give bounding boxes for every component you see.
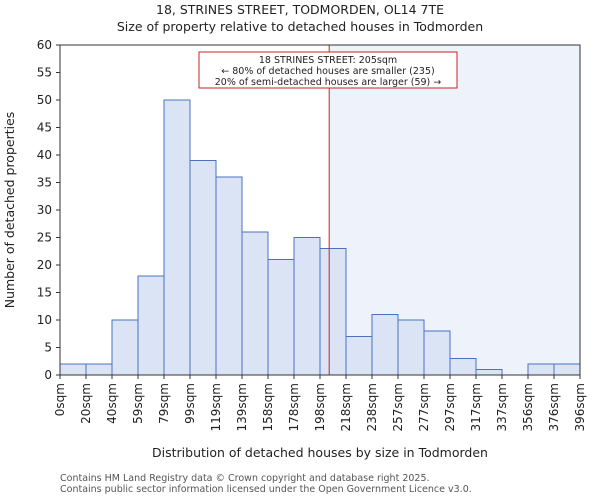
y-tick-label: 10 <box>37 313 52 327</box>
x-tick-label: 40sqm <box>105 383 119 424</box>
bar <box>319 248 347 376</box>
x-tick-label: 0sqm <box>53 383 67 416</box>
x-tick-label: 178sqm <box>287 383 301 431</box>
x-tick-label: 337sqm <box>495 383 509 431</box>
x-tick-label: 317sqm <box>469 383 483 431</box>
x-tick-label: 376sqm <box>547 383 561 431</box>
plot-area: 0 5 10 15 20 25 30 35 40 45 50 55 60 0sqm 20sqm 40sqm 59… <box>37 38 587 431</box>
x-tick-label: 396sqm <box>573 383 587 431</box>
x-tick-label: 257sqm <box>391 383 405 431</box>
annotation-line: 20% of semi-detached houses are larger (… <box>215 77 442 88</box>
y-tick-label: 5 <box>44 341 52 355</box>
footer-licence: Contains public sector information licen… <box>60 484 472 495</box>
bar <box>163 99 191 376</box>
x-tick-label: 277sqm <box>417 383 431 431</box>
bar <box>137 275 165 376</box>
x-tick-label: 297sqm <box>443 383 457 431</box>
bar <box>85 363 113 376</box>
chart-subtitle: Size of property relative to detached ho… <box>117 19 483 34</box>
x-tick-label: 218sqm <box>339 383 353 431</box>
y-tick-label: 15 <box>37 286 52 300</box>
bar <box>553 363 581 376</box>
bar <box>423 330 451 376</box>
x-tick-label: 59sqm <box>131 383 145 424</box>
x-tick-label: 99sqm <box>183 383 197 424</box>
y-tick-label: 60 <box>37 38 52 52</box>
x-tick-label: 119sqm <box>209 383 223 431</box>
bar <box>527 363 555 376</box>
x-axis-label: Distribution of detached houses by size … <box>152 445 488 460</box>
chart-title: 18, STRINES STREET, TODMORDEN, OL14 7TE <box>156 2 444 17</box>
x-tick-label: 79sqm <box>157 383 171 424</box>
bar <box>215 176 243 376</box>
x-tick-label: 356sqm <box>521 383 535 431</box>
y-tick-label: 55 <box>37 66 52 80</box>
annotation-line: ← 80% of detached houses are smaller (23… <box>221 66 434 77</box>
x-tick-label: 20sqm <box>79 383 93 424</box>
bar <box>475 369 503 376</box>
bar <box>241 231 269 376</box>
x-tick-label: 158sqm <box>261 383 275 431</box>
x-tick-label: 238sqm <box>365 383 379 431</box>
bar <box>293 237 321 376</box>
y-tick-label: 20 <box>37 258 52 272</box>
footer-copyright: Contains HM Land Registry data © Crown c… <box>60 473 430 484</box>
bar <box>345 336 373 376</box>
y-tick-label: 45 <box>37 121 52 135</box>
bar <box>189 160 217 376</box>
bar <box>371 314 399 376</box>
y-tick-label: 35 <box>37 176 52 190</box>
annotation-box <box>198 51 458 89</box>
y-tick-label: 25 <box>37 231 52 245</box>
annotation-line: 18 STRINES STREET: 205sqm <box>259 55 397 66</box>
x-tick-label: 198sqm <box>313 383 327 431</box>
y-axis-label: Number of detached properties <box>2 112 17 309</box>
y-tick-label: 40 <box>37 148 52 162</box>
y-tick-label: 30 <box>37 203 52 217</box>
bar <box>397 319 425 376</box>
bar <box>449 358 477 376</box>
y-tick-label: 0 <box>44 368 52 382</box>
bar <box>59 363 87 376</box>
highlight-region <box>329 45 580 375</box>
x-tick-label: 139sqm <box>235 383 249 431</box>
bar <box>111 319 139 376</box>
histogram-chart: 18, STRINES STREET, TODMORDEN, OL14 7TE … <box>2 2 587 460</box>
y-tick-label: 50 <box>37 93 52 107</box>
bar <box>267 259 295 376</box>
